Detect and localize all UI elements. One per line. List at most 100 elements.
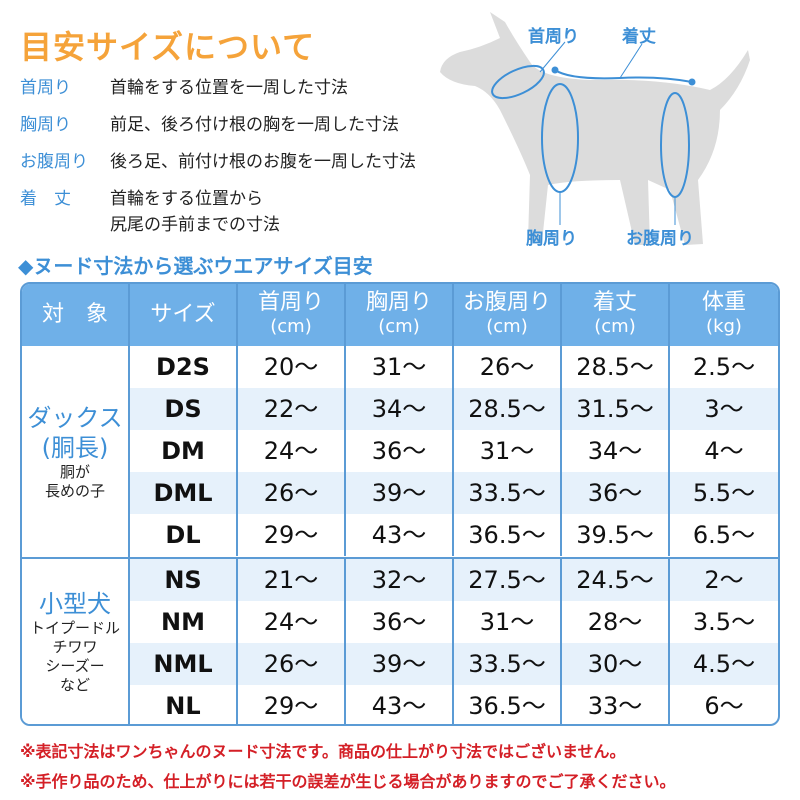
size-cell: D2S bbox=[130, 346, 238, 388]
column-header-unit: (kg) bbox=[706, 316, 742, 337]
column-header: お腹周り (cm) bbox=[454, 284, 562, 346]
value-cell: 31～ bbox=[454, 430, 562, 472]
column-header-label: サイズ bbox=[150, 302, 216, 327]
value-cell: 28～ bbox=[562, 601, 670, 643]
value-cell: 3.5～ bbox=[692, 608, 756, 636]
column-header-label: 対 象 bbox=[41, 302, 108, 327]
value-cell: 2.5～ bbox=[692, 353, 756, 381]
value-cell: 2～ bbox=[704, 566, 744, 594]
value-cell: 24～ bbox=[238, 601, 346, 643]
value-cell: 6.5～ bbox=[692, 521, 756, 549]
diagram-label-neck: 首周り bbox=[528, 27, 579, 47]
value-cell: 20～ bbox=[238, 346, 346, 388]
dog-diagram bbox=[440, 12, 750, 245]
length-end-dot bbox=[688, 78, 696, 86]
neck-line bbox=[491, 64, 545, 100]
table-header: 対 象サイズ 首周り (cm) 胸周り (cm) お腹周り (cm) 着丈 (cm) 体重 (kg) bbox=[22, 284, 778, 346]
definition-item: お腹周り 後ろ足、前付け根のお腹を一周した寸法 bbox=[20, 152, 416, 175]
column-header-unit: (cm) bbox=[378, 316, 420, 337]
column-header: 胸周り (cm) bbox=[346, 284, 454, 346]
column-header-label: 着丈 bbox=[592, 290, 637, 315]
table-row: NML 26～ 39～ 33.5～ 30～ 4.5～ bbox=[130, 643, 778, 685]
value-cell: 39～ bbox=[346, 472, 454, 514]
value-cell: 3～ bbox=[704, 395, 744, 423]
value-cell: 31～ bbox=[454, 601, 562, 643]
group-divider bbox=[22, 557, 778, 559]
definition-item: 胸周り 前足、後ろ付け根の胸を一周した寸法 bbox=[20, 115, 416, 138]
note-handmade: ※手作り品のため、仕上がりには若干の誤差が生じる場合がありますのでご了承ください… bbox=[20, 772, 676, 791]
definition-desc: 首輪をする位置から 尻尾の手前までの寸法 bbox=[110, 189, 280, 235]
group-label: 小型犬 トイプードル チワワ シーズー など bbox=[22, 559, 130, 724]
column-header: 対 象 bbox=[22, 284, 130, 346]
group-name: ダックス (胴長) bbox=[27, 403, 123, 462]
table-row: DS 22～ 34～ 28.5～ 31.5～ 3～ bbox=[130, 388, 778, 430]
size-cell: DS bbox=[130, 388, 238, 430]
table-row: DML 26～ 39～ 33.5～ 36～ 5.5～ bbox=[130, 472, 778, 514]
definition-term: お腹周り bbox=[20, 152, 88, 172]
value-cell: 30～ bbox=[562, 643, 670, 685]
definition-term: 胸周り bbox=[20, 115, 71, 135]
value-cell: 24.5～ bbox=[562, 559, 670, 601]
value-cell: 21～ bbox=[238, 559, 346, 601]
value-cell: 34～ bbox=[562, 430, 670, 472]
value-cell: 4～ bbox=[704, 437, 744, 465]
length-start-dot bbox=[551, 66, 559, 74]
value-cell: 4.5～ bbox=[692, 650, 756, 678]
value-cell: 26～ bbox=[238, 472, 346, 514]
value-cell: 27.5～ bbox=[454, 559, 562, 601]
table-row: DL 29～ 43～ 36.5～ 39.5～ 6.5～ bbox=[130, 514, 778, 556]
definition-term: 首周り bbox=[20, 78, 71, 98]
table-row: DM 24～ 36～ 31～ 34～ 4～ bbox=[130, 430, 778, 472]
value-cell: 36～ bbox=[346, 430, 454, 472]
value-cell: 28.5～ bbox=[562, 346, 670, 388]
value-cell: 31.5～ bbox=[562, 388, 670, 430]
value-cell: 29～ bbox=[238, 685, 346, 724]
diagram-label-belly: お腹周り bbox=[626, 229, 694, 249]
value-cell: 29～ bbox=[238, 514, 346, 556]
definitions-list: 首周り 首輪をする位置を一周した寸法胸周り 前足、後ろ付け根の胸を一周した寸法お腹周… bbox=[20, 78, 416, 252]
size-cell: NL bbox=[130, 685, 238, 724]
definition-desc: 前足、後ろ付け根の胸を一周した寸法 bbox=[110, 115, 399, 135]
definition-term: 着 丈 bbox=[20, 189, 71, 209]
value-cell: 22～ bbox=[238, 388, 346, 430]
size-cell: DM bbox=[130, 430, 238, 472]
page-title: 目安サイズについて bbox=[20, 28, 316, 66]
diagram-label-length: 着丈 bbox=[622, 27, 656, 47]
diagram-label-chest: 胸周り bbox=[526, 229, 577, 249]
size-table: 対 象サイズ 首周り (cm) 胸周り (cm) お腹周り (cm) 着丈 (cm) 体重 (kg)… bbox=[20, 282, 780, 726]
value-cell: 24～ bbox=[238, 430, 346, 472]
column-header-unit: (cm) bbox=[270, 316, 312, 337]
value-cell: 39.5～ bbox=[562, 514, 670, 556]
value-cell: 36.5～ bbox=[454, 514, 562, 556]
value-cell: 26～ bbox=[454, 346, 562, 388]
value-cell: 36.5～ bbox=[454, 685, 562, 724]
value-cell: 31～ bbox=[346, 346, 454, 388]
value-cell: 36～ bbox=[562, 472, 670, 514]
column-header-unit: (cm) bbox=[486, 316, 528, 337]
size-cell: NS bbox=[130, 559, 238, 601]
length-leader bbox=[619, 43, 643, 79]
group-description: トイプードル チワワ シーズー など bbox=[29, 619, 120, 694]
table-row: D2S 20～ 31～ 26～ 28.5～ 2.5～ bbox=[130, 346, 778, 388]
size-cell: NML bbox=[130, 643, 238, 685]
value-cell: 39～ bbox=[346, 643, 454, 685]
definition-desc: 首輪をする位置を一周した寸法 bbox=[110, 78, 348, 98]
table-title: ◆ヌード寸法から選ぶウエアサイズ目安 bbox=[18, 254, 373, 278]
size-cell: NM bbox=[130, 601, 238, 643]
column-header-label: お腹周り bbox=[462, 290, 551, 315]
column-header: 首周り (cm) bbox=[238, 284, 346, 346]
definition-item: 首周り 首輪をする位置を一周した寸法 bbox=[20, 78, 416, 101]
group-name: 小型犬 bbox=[39, 590, 111, 618]
value-cell: 5.5～ bbox=[692, 479, 756, 507]
value-cell: 28.5～ bbox=[454, 388, 562, 430]
value-cell: 36～ bbox=[346, 601, 454, 643]
value-cell: 43～ bbox=[346, 514, 454, 556]
column-header: 体重 (kg) bbox=[670, 284, 778, 346]
group-description: 胴が 長めの子 bbox=[44, 462, 105, 500]
column-header: 着丈 (cm) bbox=[562, 284, 670, 346]
value-cell: 32～ bbox=[346, 559, 454, 601]
value-cell: 26～ bbox=[238, 643, 346, 685]
column-header-unit: (cm) bbox=[594, 316, 636, 337]
value-cell: 34～ bbox=[346, 388, 454, 430]
note-nude-size: ※表記寸法はワンちゃんのヌード寸法です。商品の仕上がり寸法ではございません。 bbox=[20, 742, 626, 761]
